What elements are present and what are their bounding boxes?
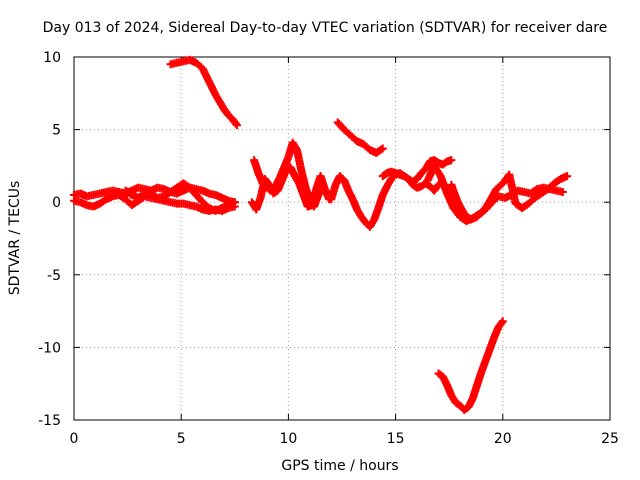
x-tick-label: 20 (494, 431, 512, 447)
axis-ticks: 0 5 10 15 20 25 -15 -10 -5 0 5 10 (38, 50, 619, 447)
series-markers (447, 170, 572, 224)
series-markers (121, 179, 239, 215)
series-arc-k (378, 156, 456, 186)
y-tick-label: 5 (52, 123, 61, 139)
data-series (70, 55, 572, 414)
x-tick-label: 15 (387, 431, 405, 447)
series-arc-d (166, 55, 241, 130)
grid (74, 57, 610, 420)
plot-frame (73, 56, 611, 421)
y-tick-label: -5 (47, 268, 61, 284)
x-axis-title: GPS time / hours (281, 458, 398, 474)
y-tick-label: 10 (43, 50, 61, 66)
chart-title: Day 013 of 2024, Sidereal Day-to-day VTE… (43, 20, 608, 36)
series-arc-i (434, 317, 507, 414)
series-markers (434, 317, 507, 414)
series-arc-j (447, 170, 572, 224)
y-tick-label: -10 (38, 340, 61, 356)
series-markers (333, 118, 387, 157)
x-tick-label: 25 (601, 431, 619, 447)
y-tick-label: -15 (38, 413, 61, 429)
x-tick-label: 0 (70, 431, 79, 447)
series-markers (166, 55, 241, 130)
x-tick-label: 10 (279, 431, 297, 447)
series-arc-c (121, 179, 239, 215)
y-tick-label: 0 (52, 195, 61, 211)
series-markers (378, 156, 456, 186)
series-arc-g (333, 118, 387, 157)
y-axis-title: SDTVAR / TECUs (7, 181, 23, 296)
x-tick-label: 5 (177, 431, 186, 447)
